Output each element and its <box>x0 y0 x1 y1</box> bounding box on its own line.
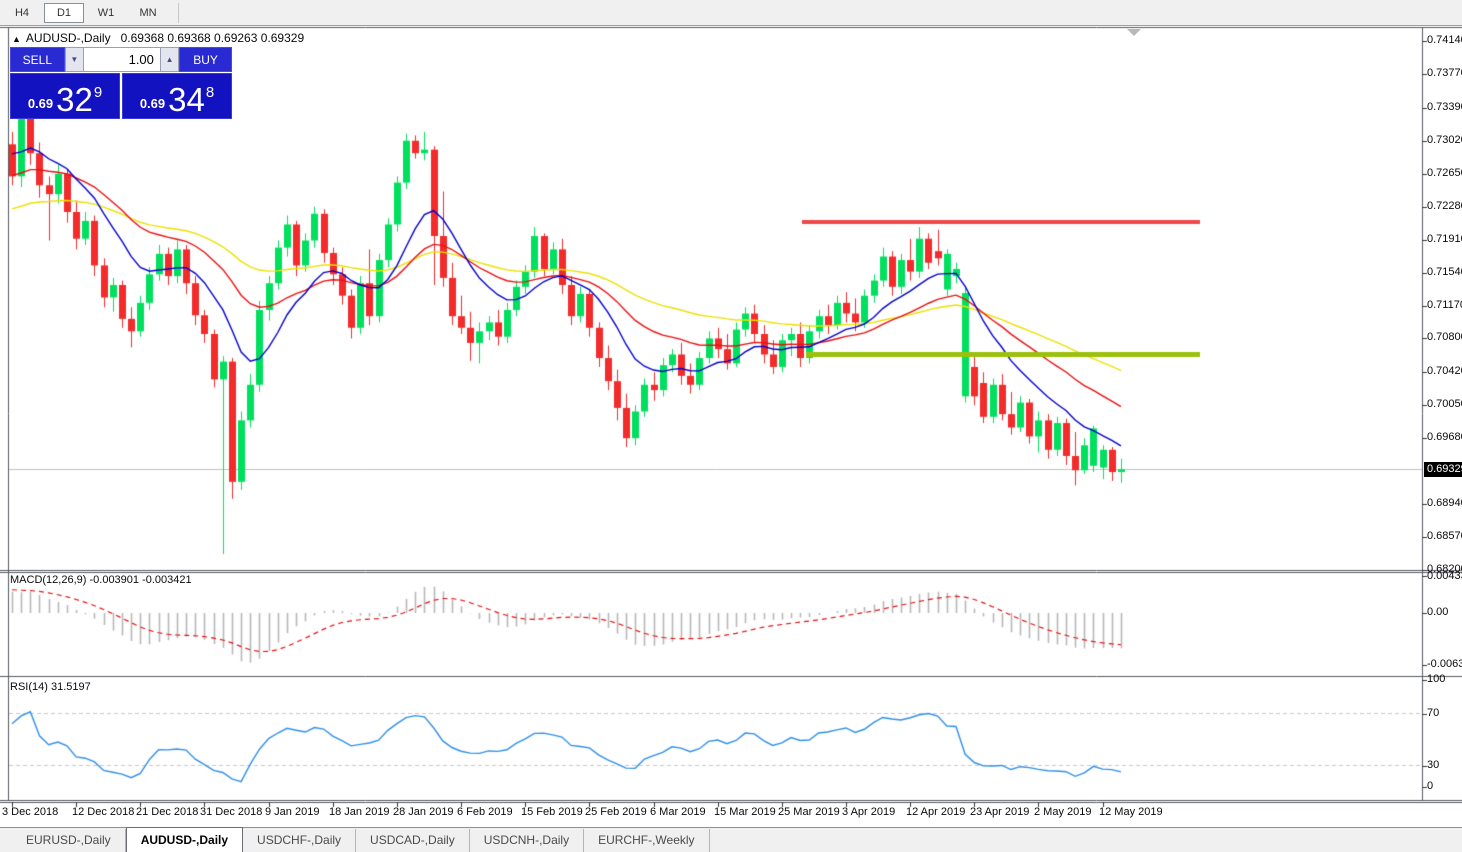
date-tick-label: 12 May 2019 <box>1099 806 1163 818</box>
date-tick-label: 31 Dec 2018 <box>200 806 263 818</box>
symbol-tab-audusd[interactable]: AUDUSD-,Daily <box>125 827 244 852</box>
buy-price-big-digits: 34 <box>168 81 205 118</box>
rsi-tick-label: 70 <box>1427 707 1440 719</box>
rsi-indicator-label: RSI(14) 31.5197 <box>10 681 91 693</box>
date-tick-label: 21 Dec 2018 <box>136 806 199 818</box>
date-tick-label: 18 Jan 2019 <box>329 806 390 818</box>
toolbar-divider <box>178 2 179 23</box>
date-tick-label: 6 Mar 2019 <box>650 806 706 818</box>
rsi-tick-label: 30 <box>1427 759 1440 771</box>
collapse-arrow-icon[interactable]: ▲ <box>12 34 21 44</box>
sell-price-prefix: 0.69 <box>27 96 54 111</box>
sell-price-pip-digit: 9 <box>93 84 103 101</box>
symbol-tab-usdchf[interactable]: USDCHF-,Daily <box>243 829 357 852</box>
sell-price-panel[interactable]: 0.69 32 9 <box>10 73 120 119</box>
date-tick-label: 3 Dec 2018 <box>2 806 59 818</box>
timeframe-tab-mn[interactable]: MN <box>139 6 157 19</box>
macd-tick-label: -0.006373 <box>1427 658 1462 670</box>
volume-increase-button[interactable]: ▲ <box>159 47 180 72</box>
volume-input[interactable] <box>83 47 160 72</box>
timeframe-tab-d1[interactable]: D1 <box>44 2 84 23</box>
date-tick-label: 15 Mar 2019 <box>714 806 776 818</box>
date-tick-label: 23 Apr 2019 <box>970 806 1030 818</box>
date-tick-label: 6 Feb 2019 <box>457 806 513 818</box>
macd-tick-label: 0.00 <box>1427 606 1449 618</box>
volume-decrease-button[interactable]: ▼ <box>64 47 84 72</box>
date-tick-label: 25 Mar 2019 <box>778 806 840 818</box>
chart-title: ▲ AUDUSD-,Daily 0.69368 0.69368 0.69263 0.… <box>12 31 304 45</box>
current-price-tag: 0.69329 <box>1424 462 1462 477</box>
date-tick-label: 12 Dec 2018 <box>72 806 135 818</box>
date-tick-label: 9 Jan 2019 <box>265 806 320 818</box>
date-tick-label: 25 Feb 2019 <box>585 806 647 818</box>
symbol-tab-usdcnh[interactable]: USDCNH-,Daily <box>470 829 585 852</box>
symbol-tab-eurusd[interactable]: EURUSD-,Daily <box>12 829 126 852</box>
buy-button[interactable]: BUY <box>179 47 232 72</box>
buy-price-prefix: 0.69 <box>139 96 166 111</box>
buy-price-pip-digit: 8 <box>205 84 215 101</box>
date-tick-label: 3 Apr 2019 <box>842 806 896 818</box>
rsi-tick-label: 100 <box>1427 673 1446 685</box>
chart-symbol-label: AUDUSD-,Daily <box>25 31 111 45</box>
date-tick-label: 12 Apr 2019 <box>906 806 966 818</box>
macd-tick-label: 0.004331 <box>1427 570 1462 582</box>
buy-price-panel[interactable]: 0.69 34 8 <box>122 73 232 119</box>
date-tick-label: 15 Feb 2019 <box>521 806 583 818</box>
rsi-tick-label: 0 <box>1427 780 1434 792</box>
chart-ohlc-values: 0.69368 0.69368 0.69263 0.69329 <box>120 31 305 45</box>
timeframe-tab-h4[interactable]: H4 <box>14 6 30 19</box>
date-tick-label: 28 Jan 2019 <box>393 806 454 818</box>
symbol-tab-eurchf[interactable]: EURCHF-,Weekly <box>584 829 710 852</box>
sell-price-big-digits: 32 <box>56 81 93 118</box>
timeframe-tab-w1[interactable]: W1 <box>97 6 115 19</box>
symbol-tab-bar: EURUSD-,Daily AUDUSD-,Daily USDCHF-,Dail… <box>0 827 1462 852</box>
one-click-trading-widget: SELL ▼ ▲ BUY 0.69 32 9 0.69 34 8 <box>10 47 232 119</box>
date-tick-label: 2 May 2019 <box>1034 806 1092 818</box>
symbol-tab-usdcad[interactable]: USDCAD-,Daily <box>356 829 470 852</box>
sell-button[interactable]: SELL <box>10 47 65 72</box>
chart-shift-marker-icon[interactable] <box>1127 29 1141 36</box>
macd-indicator-label: MACD(12,26,9) -0.003901 -0.003421 <box>10 574 192 586</box>
timeframe-toolbar: H4 D1 W1 MN <box>0 0 1462 26</box>
